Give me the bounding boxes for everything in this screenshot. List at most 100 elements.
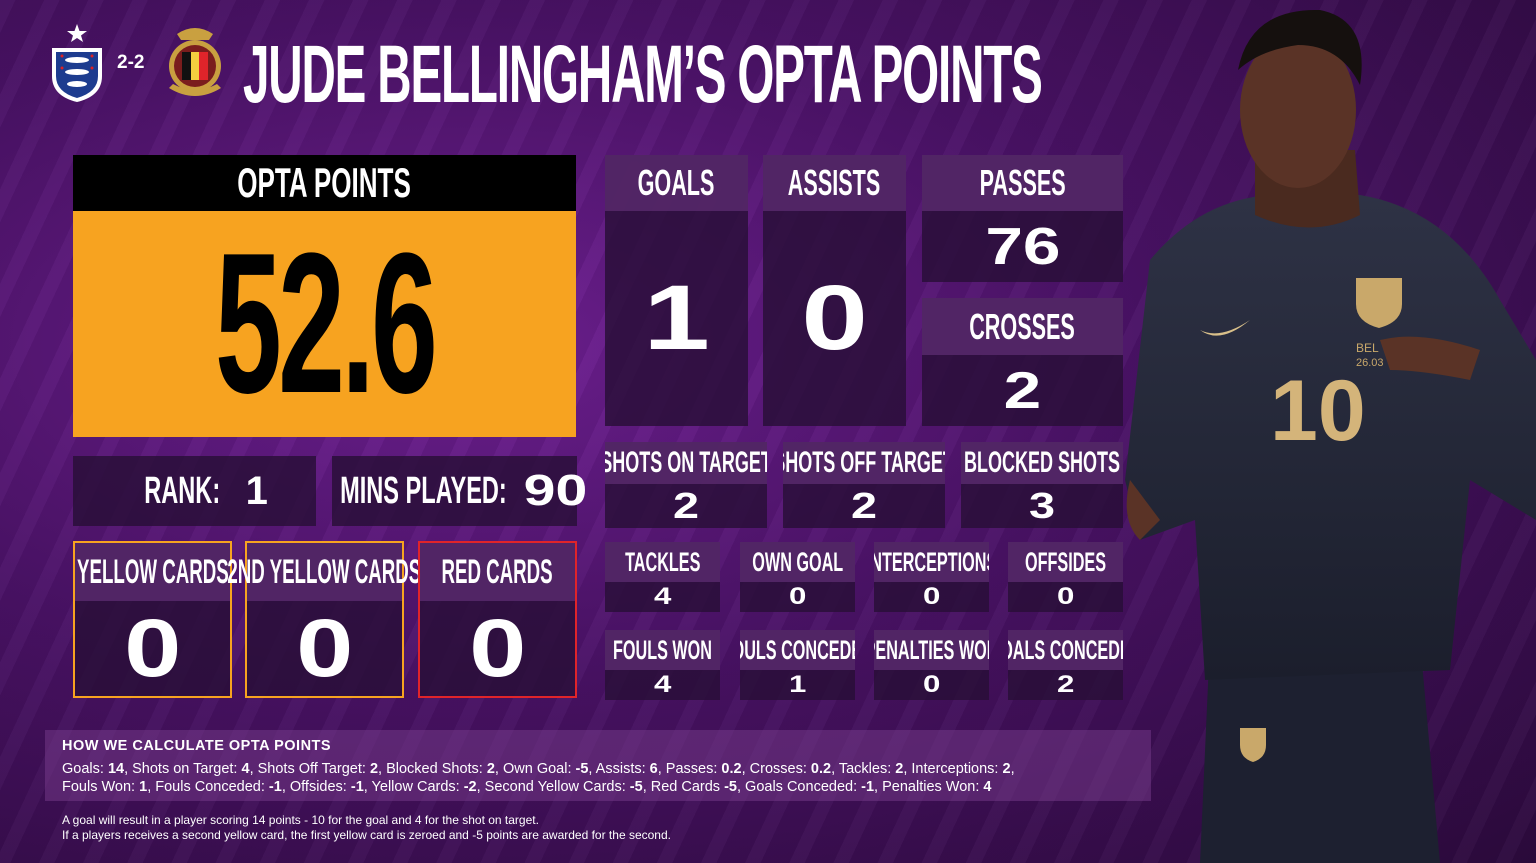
assists-tile: ASSISTS 0 <box>763 155 906 426</box>
passes-value: 76 <box>984 217 1061 276</box>
own-goal-label: OWN GOAL <box>752 546 843 577</box>
crosses-label: CROSSES <box>969 305 1076 347</box>
rank-box: RANK: 1 <box>73 456 316 526</box>
shots-on-target-tile: SHOTS ON TARGET 2 <box>605 442 767 528</box>
info-term: , Shots on Target: <box>124 761 242 777</box>
opta-points-box: OPTA POINTS 52.6 <box>73 155 576 437</box>
info-term: , Passes: <box>657 761 722 777</box>
card-header: YELLOW CARDS <box>75 543 230 601</box>
page-title: JUDE BELLINGHAM’S OPTA POINTS <box>243 29 1043 120</box>
fouls-won-label: FOULS WON <box>613 634 713 665</box>
goals-conceded-label: GOALS CONCEDED <box>1008 634 1123 665</box>
penalties-won-tile: PENALTIES WON 0 <box>874 630 989 700</box>
card-value-area: 0 <box>247 601 402 696</box>
shots-off-target-label: SHOTS OFF TARGET <box>783 446 945 479</box>
tackles-value: 4 <box>653 583 672 610</box>
fouls-conceded-label: FOULS CONCEDED <box>740 634 855 665</box>
info-term: , Shots Off Target: <box>249 761 370 777</box>
shots-off-target-tile: SHOTS OFF TARGET 2 <box>783 442 945 528</box>
info-points: -1 <box>350 779 364 795</box>
match-score: 2-2 <box>117 52 145 73</box>
info-term: , Blocked Shots: <box>378 761 487 777</box>
card-value: 0 <box>295 602 353 694</box>
belgium-crest-icon <box>163 22 227 104</box>
info-points: 14 <box>107 761 125 777</box>
info-term: , Fouls Conceded: <box>147 779 269 795</box>
info-points: -5 <box>724 779 737 795</box>
info-points: -5 <box>575 761 589 777</box>
info-points: 4 <box>241 761 250 777</box>
opta-points-value: 52.6 <box>214 212 438 435</box>
info-term: , Penalties Won: <box>874 779 984 795</box>
goals-conceded-tile: GOALS CONCEDED 2 <box>1008 630 1123 700</box>
england-crest-icon <box>48 22 106 104</box>
fouls-won-tile: FOULS WON 4 <box>605 630 720 700</box>
offsides-value: 0 <box>1056 583 1075 610</box>
calculation-info-box: HOW WE CALCULATE OPTA POINTS Goals: 14, … <box>45 730 1151 801</box>
rank-label: RANK: <box>144 469 221 512</box>
svg-text:26.03: 26.03 <box>1356 357 1384 369</box>
card-box-1: 2ND YELLOW CARDS 0 <box>228 541 421 698</box>
info-term: Goals: <box>62 761 108 777</box>
info-term: , Yellow Cards: <box>363 779 464 795</box>
info-term: , Goals Conceded: <box>737 779 862 795</box>
calculation-info-line-1: Goals: 14, Shots on Target: 4, Shots Off… <box>62 761 1015 777</box>
shots-on-target-value: 2 <box>672 485 700 526</box>
footnote-yellow-card: If a players receives a second yellow ca… <box>62 828 671 842</box>
goals-value: 1 <box>643 267 710 369</box>
crosses-tile: CROSSES 2 <box>922 298 1123 426</box>
blocked-shots-tile: BLOCKED SHOTS 3 <box>961 442 1123 528</box>
assists-value: 0 <box>801 267 868 369</box>
info-points: 4 <box>983 779 992 795</box>
card-value-area: 0 <box>75 601 230 696</box>
info-term: , Assists: <box>588 761 650 777</box>
fouls-conceded-tile: FOULS CONCEDED 1 <box>740 630 855 700</box>
info-term: , Interceptions: <box>903 761 1003 777</box>
footnote-goal: A goal will result in a player scoring 1… <box>62 813 539 827</box>
calculation-info-line-2: Fouls Won: 1, Fouls Conceded: -1, Offsid… <box>62 779 991 795</box>
info-points: 2 <box>1002 761 1011 777</box>
card-header: RED CARDS <box>420 543 575 601</box>
card-value: 0 <box>468 602 526 694</box>
card-box-2: RED CARDS 0 <box>418 541 577 698</box>
passes-tile: PASSES 76 <box>922 155 1123 282</box>
fouls-won-value: 4 <box>653 671 672 698</box>
own-goal-tile: OWN GOAL 0 <box>740 542 855 612</box>
shots-on-target-label: SHOTS ON TARGET <box>605 446 767 479</box>
card-value-area: 0 <box>420 601 575 696</box>
info-points: 0.2 <box>721 761 742 777</box>
passes-label: PASSES <box>979 162 1066 203</box>
own-goal-value: 0 <box>788 583 807 610</box>
svg-text:BEL: BEL <box>1356 341 1379 355</box>
info-points: 2 <box>895 761 904 777</box>
fouls-conceded-value: 1 <box>788 671 807 698</box>
info-points: 0.2 <box>810 761 832 777</box>
penalties-won-label: PENALTIES WON <box>874 634 989 665</box>
shots-off-target-value: 2 <box>850 485 878 526</box>
calculation-info-title: HOW WE CALCULATE OPTA POINTS <box>62 738 332 754</box>
info-points: -1 <box>861 779 875 795</box>
offsides-label: OFFSIDES <box>1025 546 1107 577</box>
penalties-won-value: 0 <box>922 671 941 698</box>
tackles-label: TACKLES <box>624 546 701 577</box>
tackles-tile: TACKLES 4 <box>605 542 720 612</box>
opta-points-label: OPTA POINTS <box>237 159 412 206</box>
player-photo: BEL 26.03 10 <box>1120 0 1536 863</box>
mins-played-box: MINS PLAYED: 90 <box>332 456 588 526</box>
shirt-number: 10 <box>1270 363 1366 459</box>
card-label: 2ND YELLOW CARDS <box>227 552 422 591</box>
opta-points-header: OPTA POINTS <box>73 155 576 211</box>
interceptions-label: INTERCEPTIONS <box>874 546 989 577</box>
crosses-value: 2 <box>1003 361 1042 420</box>
mins-played-label: MINS PLAYED: <box>339 469 507 512</box>
blocked-shots-value: 3 <box>1028 485 1056 526</box>
info-term: , Crosses: <box>741 761 811 777</box>
info-term: , Own Goal: <box>494 761 576 777</box>
goals-conceded-value: 2 <box>1056 671 1075 698</box>
info-term: , Second Yellow Cards: <box>476 779 630 795</box>
card-header: 2ND YELLOW CARDS <box>228 543 421 601</box>
info-points: -5 <box>629 779 643 795</box>
card-label: RED CARDS <box>441 552 554 591</box>
info-points: -1 <box>268 779 282 795</box>
card-label: YELLOW CARDS <box>76 552 229 591</box>
